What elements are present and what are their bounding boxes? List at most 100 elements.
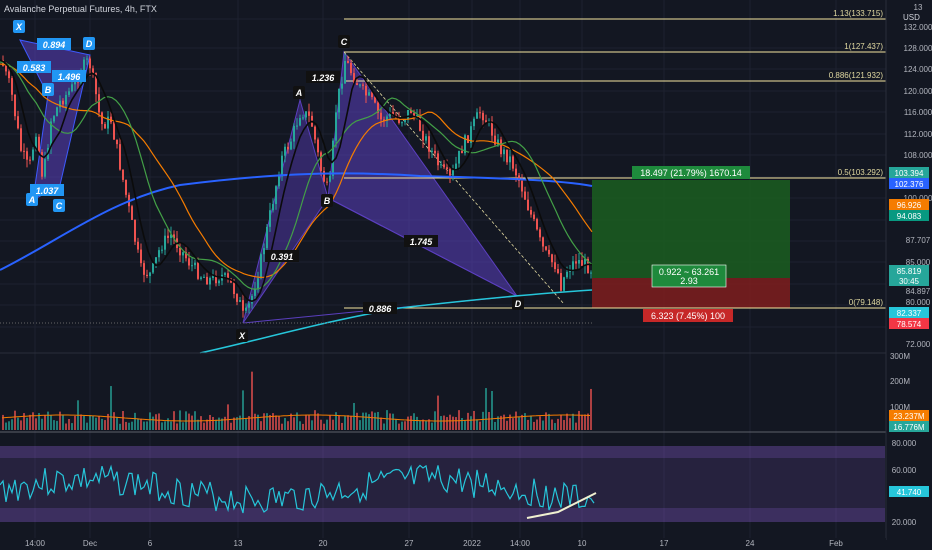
price-tick: 132.000 xyxy=(904,23,932,32)
volume-bar xyxy=(98,416,100,430)
candle-body xyxy=(164,235,166,250)
time-tick: 2022 xyxy=(463,539,481,548)
candle-body xyxy=(68,91,70,95)
price-tick: 85.000 xyxy=(906,258,931,267)
candle-body xyxy=(170,234,172,238)
candle-body xyxy=(545,246,547,250)
volume-bar xyxy=(569,418,571,430)
rsi-divergence-line xyxy=(526,492,597,519)
volume-bar xyxy=(74,415,76,430)
volume-label: 16.776M xyxy=(893,423,924,432)
volume-bar xyxy=(2,414,4,430)
candle-body xyxy=(386,116,388,121)
volume-bar xyxy=(503,414,505,430)
volume-bar xyxy=(122,410,124,430)
volume-bar xyxy=(164,421,166,430)
candle-body xyxy=(482,112,484,121)
volume-bar xyxy=(260,421,262,430)
candle-body xyxy=(359,84,361,86)
candle-body xyxy=(14,94,16,117)
price-label-box xyxy=(889,167,929,178)
price-tick: 80.000 xyxy=(906,298,931,307)
candle-body xyxy=(497,139,499,145)
volume-bar xyxy=(449,414,451,430)
fib-label: 1.13(133.715) xyxy=(833,9,883,18)
pattern-ratio-label: 0.886 xyxy=(369,304,393,314)
volume-bar xyxy=(356,412,358,430)
candle-body xyxy=(149,272,151,277)
volume-bar xyxy=(440,416,442,430)
volume-bar xyxy=(374,412,376,430)
volume-bar xyxy=(533,421,535,430)
volume-bar xyxy=(50,415,52,430)
volume-bar xyxy=(179,410,181,430)
volume-bar xyxy=(344,415,346,430)
candle-body xyxy=(29,159,31,161)
time-tick: 13 xyxy=(234,539,243,548)
candle-body xyxy=(542,237,544,247)
volume-bar xyxy=(473,410,475,430)
candle-body xyxy=(122,169,124,180)
candle-body xyxy=(401,122,403,124)
volume-bar xyxy=(29,414,31,430)
volume-bar xyxy=(200,416,202,430)
candle-body xyxy=(572,261,574,271)
volume-bar xyxy=(161,422,163,430)
candle-body xyxy=(158,250,160,258)
candle-body xyxy=(212,275,214,278)
volume-bar xyxy=(269,415,271,430)
candle-body xyxy=(554,262,556,270)
volume-bar xyxy=(140,418,142,430)
candle-body xyxy=(521,180,523,192)
volume-bar xyxy=(332,419,334,430)
volume-label: 23.237M xyxy=(893,412,924,421)
candle-body xyxy=(5,65,7,72)
candle-body xyxy=(503,149,505,155)
profit-label-box xyxy=(632,166,750,179)
candle-body xyxy=(290,141,292,150)
candle-body xyxy=(518,175,520,181)
volume-bar xyxy=(83,415,85,430)
volume-bar xyxy=(323,423,325,430)
position-profit-zone[interactable] xyxy=(592,180,790,278)
candle-body xyxy=(470,126,472,143)
volume-bar xyxy=(581,414,583,430)
volume-bar xyxy=(266,413,268,430)
volume-bar xyxy=(230,422,232,430)
candle-body xyxy=(227,273,229,279)
volume-bar xyxy=(566,413,568,430)
volume-bar xyxy=(137,418,139,430)
volume-bar xyxy=(410,415,412,430)
candle-body xyxy=(302,117,304,119)
volume-bar xyxy=(479,421,481,430)
candle-body xyxy=(44,159,46,177)
pattern-point-marker xyxy=(13,20,25,33)
volume-bar xyxy=(359,420,361,430)
volume-bar xyxy=(212,416,214,430)
volume-bar xyxy=(116,417,118,430)
rsi-tick: 60.000 xyxy=(892,466,917,475)
candle-body xyxy=(86,58,88,60)
volume-bar xyxy=(191,415,193,430)
volume-bar xyxy=(476,419,478,430)
volume-bar xyxy=(176,423,178,430)
candle-body xyxy=(206,276,208,285)
ma-teal-line xyxy=(199,289,593,354)
volume-bar xyxy=(485,388,487,430)
volume-bar xyxy=(419,420,421,430)
pattern-ratio-label: 1.496 xyxy=(58,72,82,82)
volume-bar xyxy=(56,420,58,430)
volume-bar xyxy=(215,419,217,430)
fib-retracement[interactable]: 1.13(133.715) 1(127.437) 0.886(121.932) 0.5… xyxy=(344,9,886,309)
volume-bar xyxy=(257,414,259,430)
candle-body xyxy=(101,112,103,125)
volume-bar xyxy=(302,423,304,430)
candle-body xyxy=(584,258,586,266)
volume-bar xyxy=(89,415,91,430)
candle-body xyxy=(134,219,136,242)
volume-bar xyxy=(572,413,574,430)
rsi-label: 41.740 xyxy=(897,488,922,497)
time-axis[interactable] xyxy=(0,538,886,550)
candle-body xyxy=(263,248,265,255)
